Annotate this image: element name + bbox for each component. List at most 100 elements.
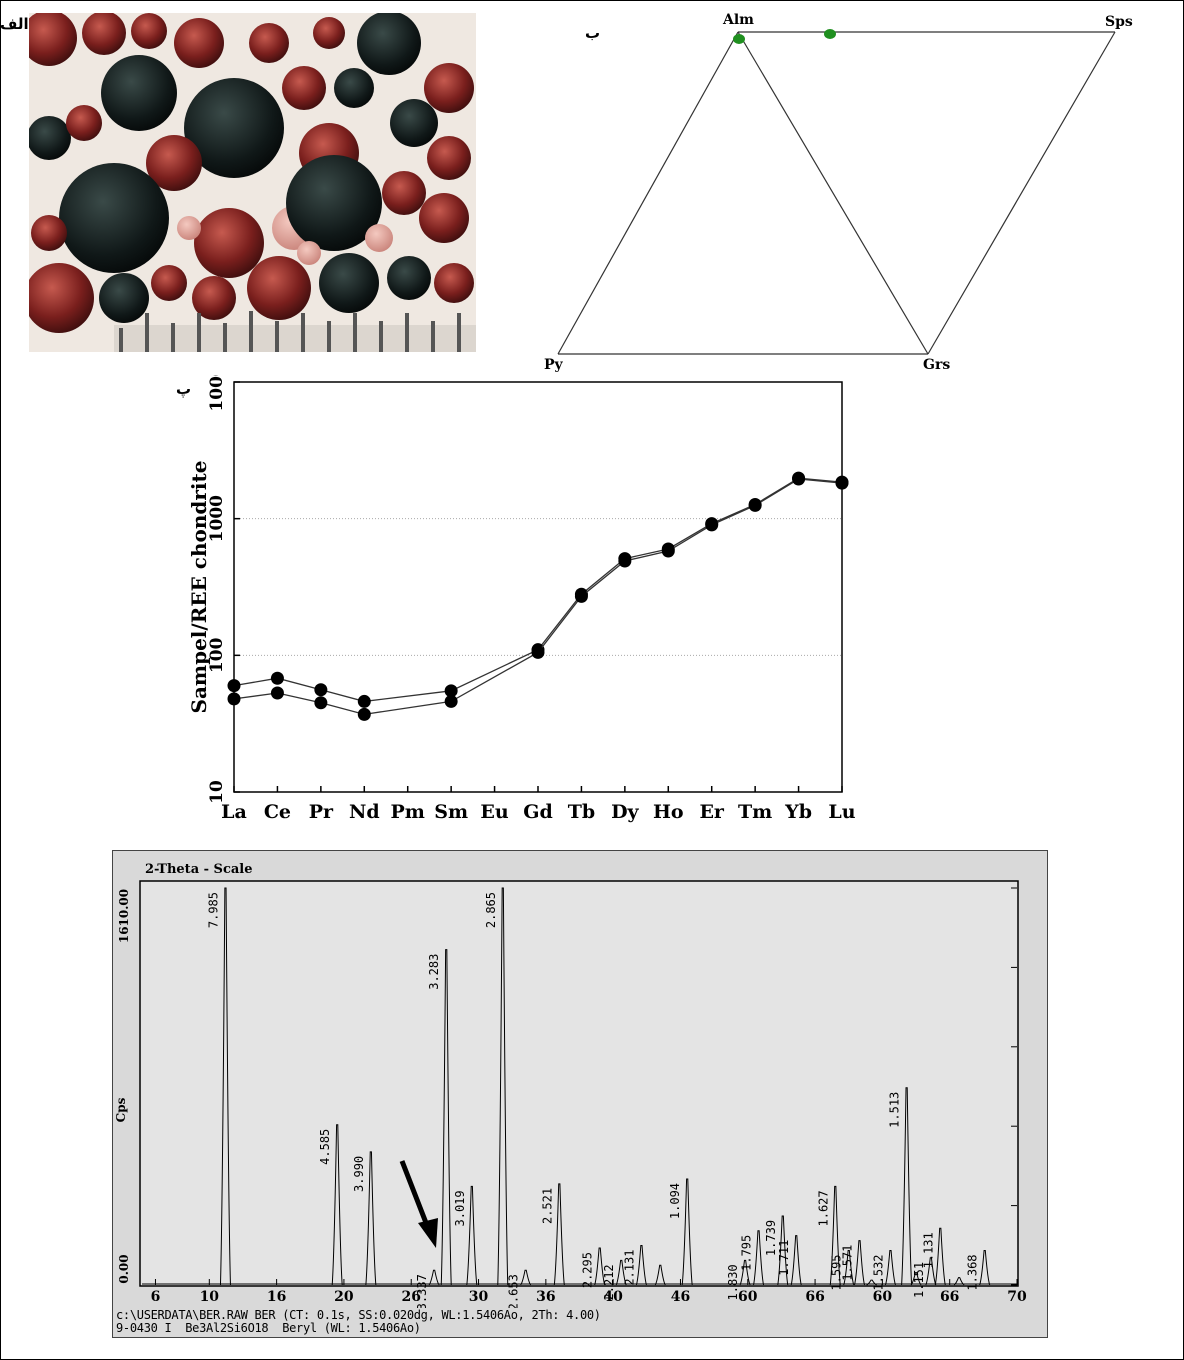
xrd-peak-label: 1.532 (871, 1254, 885, 1290)
xrd-peak (953, 1277, 965, 1286)
ree-data-point (357, 694, 371, 708)
xrd-peak (331, 1124, 343, 1286)
xrd-peak-label: 2.295 (581, 1252, 595, 1288)
ree-plot-area (233, 381, 843, 793)
xrd-peak-label: 1.571 (841, 1245, 855, 1281)
ree-data-point (270, 686, 284, 700)
ree-y-ticks: 10 100 1000 10000 (207, 375, 240, 804)
ree-y-tick-label: 100 (207, 637, 227, 673)
xrd-peak-label: 3.337 (415, 1274, 429, 1308)
xrd-peak-label: 1.151 (912, 1262, 926, 1298)
ternary-point-1 (733, 34, 745, 44)
ree-y-tick-label: 10000 (207, 375, 227, 412)
xrd-peak-label: 7.985 (206, 892, 220, 928)
xrd-x-tick-label: 36 (536, 1289, 555, 1305)
vertex-py: Py (544, 357, 564, 373)
ree-x-tick-label: Lu (828, 801, 855, 823)
ree-x-tick-label: Pm (391, 801, 425, 823)
xrd-x-tick-label: 6 (151, 1289, 161, 1305)
garnet-photo-drawing (29, 13, 476, 352)
xrd-peaks (142, 887, 1017, 1286)
xrd-peak-label: 2.865 (484, 892, 498, 928)
ree-data-point (227, 679, 241, 693)
xrd-x-tick-label: 60 (873, 1289, 893, 1305)
xrd-peak-label: 3.019 (453, 1190, 467, 1226)
xrd-x-tick-label: 66 (940, 1289, 959, 1305)
ree-x-tick-label: Er (699, 801, 724, 823)
ree-x-tick-label: La (221, 801, 247, 823)
vertex-sps: Sps (1105, 14, 1133, 30)
xrd-peak (934, 1227, 946, 1286)
xrd-peak (925, 1257, 937, 1286)
edge-sps-grs (927, 31, 1116, 355)
edge-alm-py (557, 31, 739, 355)
xrd-plot-area (139, 880, 1019, 1287)
xrd-x-tick-label: 70 (1007, 1289, 1027, 1305)
xrd-arrow (399, 1160, 438, 1248)
xrd-peak (428, 1269, 440, 1286)
xrd-peak (777, 1215, 789, 1286)
xrd-peak-label: 1.131 (921, 1232, 935, 1268)
ree-data-point (792, 472, 806, 486)
xrd-x-tick-label: 10 (200, 1289, 220, 1305)
xrd-title: 2-Theta - Scale (145, 862, 253, 877)
xrd-peak (615, 1259, 627, 1286)
ree-data-point (270, 671, 284, 685)
ree-x-tick-label: Tb (568, 801, 595, 823)
panel-label-b: ب (585, 24, 601, 42)
xrd-peak-label: 1.368 (966, 1254, 980, 1290)
ree-x-tick-label: Ho (653, 801, 684, 823)
xrd-peak (910, 1272, 922, 1286)
vertex-alm: Alm (722, 12, 754, 28)
ree-data-point (314, 696, 328, 710)
xrd-peak (979, 1249, 991, 1286)
ree-data-point (444, 684, 458, 698)
ree-x-tick-label: Ce (264, 801, 291, 823)
xrd-peak (739, 1259, 751, 1286)
xrd-footer-line1: c:\USERDATA\BER.RAW BER (CT: 0.1s, SS:0.… (116, 1308, 601, 1322)
xrd-peak (829, 1185, 841, 1286)
xrd-x-tick-label: 26 (401, 1289, 420, 1305)
ree-data-point (227, 692, 241, 706)
xrd-x-tick-label: 66 (805, 1289, 824, 1305)
xrd-peak (497, 887, 509, 1286)
ree-x-tick-label: Nd (349, 801, 380, 823)
ree-series (227, 471, 849, 721)
xrd-peak-label: 1.739 (764, 1220, 778, 1256)
xrd-peak-label: 2.131 (622, 1250, 636, 1286)
xrd-y-tick-label: 1610.00 (117, 889, 131, 943)
ternary-diagram: Alm Sps Py Grs (544, 12, 1133, 373)
xrd-peak-label: 1.513 (888, 1092, 902, 1128)
ree-x-tick-label: Sm (434, 801, 468, 823)
xrd-peak (843, 1249, 855, 1286)
xrd-peak-label: 4.585 (318, 1129, 332, 1165)
xrd-peak (440, 949, 452, 1286)
xrd-peak (466, 1185, 478, 1286)
edge-alm-grs (737, 31, 929, 355)
ree-x-ticks: La Ce Pr Nd Pm Sm Eu Gd Tb Dy Ho Er Tm Yb Lu (221, 786, 856, 823)
xrd-peak (901, 1087, 913, 1286)
xrd-peak-label: 1.595 (830, 1254, 844, 1290)
ree-x-tick-label: Pr (309, 801, 334, 823)
ternary-point-2 (824, 29, 836, 39)
ree-x-tick-label: Eu (480, 801, 508, 823)
ree-x-tick-label: Gd (523, 801, 553, 823)
ree-data-point (314, 683, 328, 697)
xrd-peak (594, 1247, 606, 1286)
xrd-x-tick-label: 30 (469, 1289, 489, 1305)
xrd-peak-label: 1.830 (726, 1264, 740, 1300)
xrd-y-ticks: 0.00 1610.00 (117, 887, 1017, 1286)
xrd-peak (866, 1279, 877, 1286)
xrd-peak-label: 3.283 (427, 954, 441, 990)
xrd-peak (635, 1245, 647, 1286)
xrd-peak (219, 887, 231, 1286)
xrd-peak (654, 1264, 666, 1286)
xrd-peak-label: 2.653 (507, 1274, 521, 1308)
panel-label-a: الف (0, 15, 29, 33)
ree-data-point (574, 589, 588, 603)
xrd-peak-label: 1.711 (777, 1240, 791, 1276)
ree-data-point (618, 554, 632, 568)
xrd-peak (884, 1249, 896, 1286)
ree-y-axis-label: Sampel/REE chondrite (187, 461, 211, 714)
